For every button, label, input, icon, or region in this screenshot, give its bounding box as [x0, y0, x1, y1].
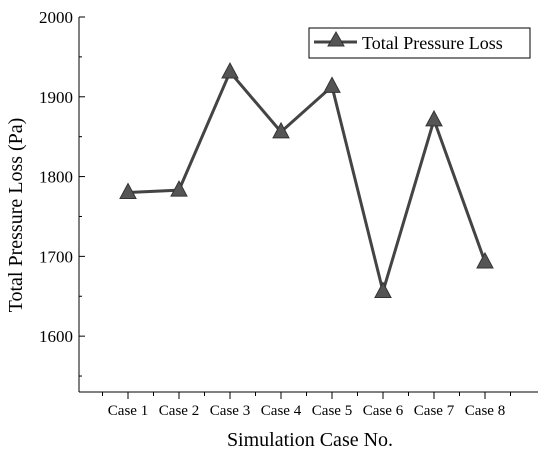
y-tick-label: 1700 — [39, 247, 73, 266]
y-axis-label: Total Pressure Loss (Pa) — [5, 118, 27, 313]
y-axis: 1600 1700 1800 1900 2000 — [39, 8, 85, 377]
legend-label: Total Pressure Loss — [362, 33, 503, 53]
data-point-triangle — [323, 76, 341, 93]
data-point-triangle — [119, 182, 137, 200]
x-tick-label: Case 8 — [465, 403, 505, 419]
x-axis: Case 1 Case 2 Case 3 Case 4 Case 5 Case 6 Case… — [102, 392, 511, 419]
x-tick-label: Case 6 — [363, 403, 404, 419]
x-tick-label: Case 4 — [261, 403, 302, 419]
y-tick-label: 1800 — [39, 168, 73, 187]
x-tick-label: Case 2 — [159, 403, 199, 419]
data-point-triangle — [221, 61, 239, 79]
data-point-triangle — [170, 180, 188, 197]
y-tick-label: 1900 — [39, 88, 73, 107]
x-tick-label: Case 5 — [312, 403, 352, 419]
data-point-triangle — [272, 121, 290, 139]
data-point-triangle — [374, 281, 392, 298]
x-axis-label: Simulation Case No. — [227, 429, 393, 451]
legend: Total Pressure Loss — [308, 27, 531, 59]
series-layer — [119, 61, 494, 298]
legend-marker-triangle — [327, 30, 345, 47]
x-tick-label: Case 7 — [414, 403, 455, 419]
plot-frame — [78, 17, 538, 393]
data-point-triangle — [476, 251, 494, 269]
data-point-triangle — [425, 109, 443, 127]
x-tick-label: Case 1 — [108, 403, 148, 419]
x-tick-label: Case 3 — [210, 403, 250, 419]
y-tick-label: 1600 — [39, 327, 73, 346]
series-line — [127, 69, 487, 298]
y-tick-label: 2000 — [39, 8, 73, 27]
